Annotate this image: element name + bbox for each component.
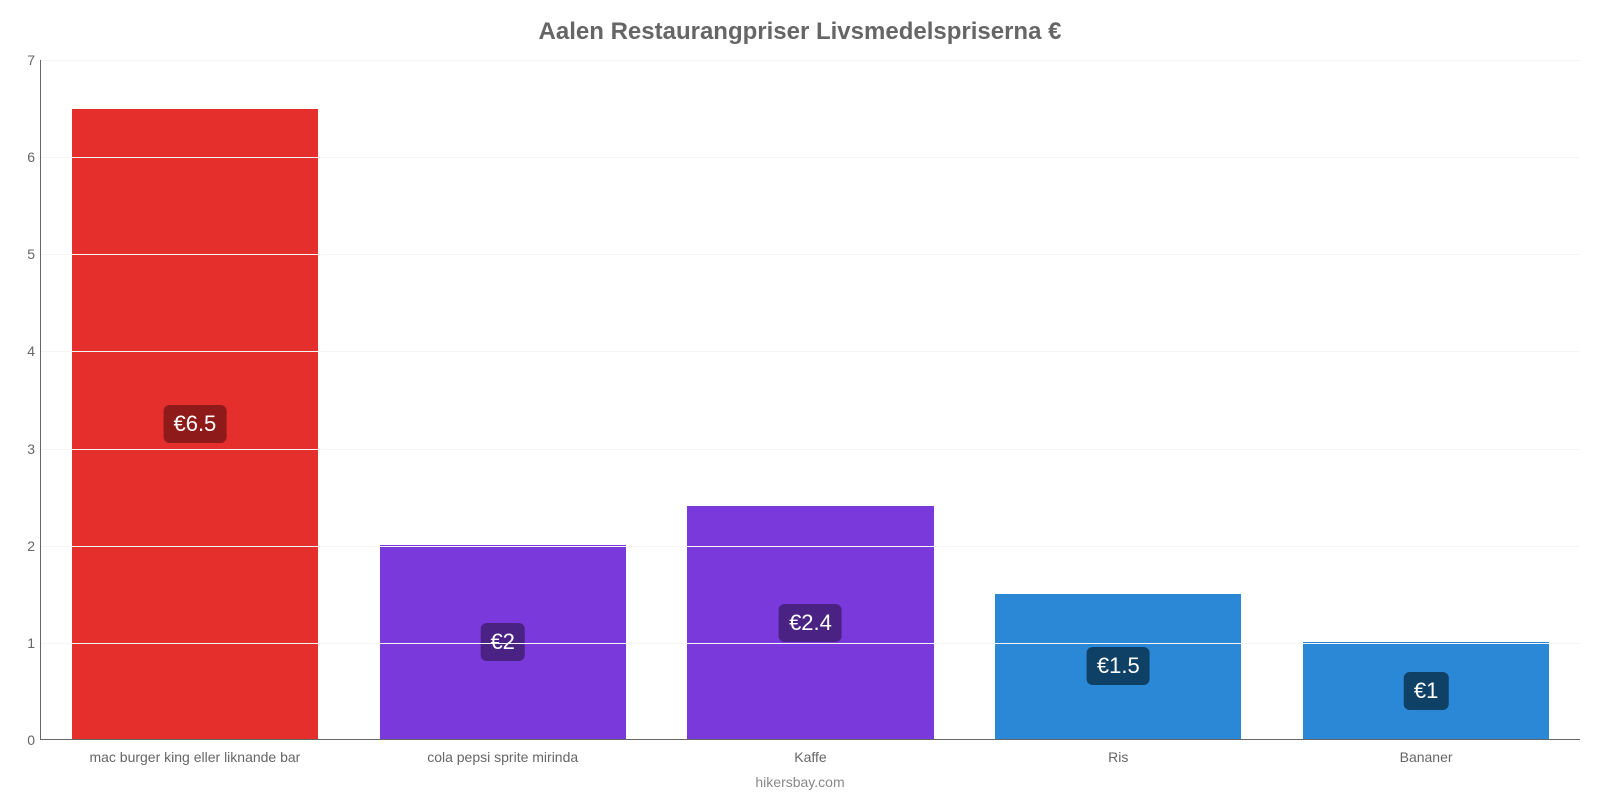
x-tick-label: Ris	[964, 749, 1272, 765]
price-bar-chart: Aalen Restaurangpriser Livsmedelsprisern…	[0, 0, 1600, 800]
y-tick-label: 2	[13, 538, 35, 554]
y-tick-label: 7	[13, 52, 35, 68]
y-tick-label: 6	[13, 149, 35, 165]
value-badge: €2.4	[779, 604, 842, 642]
y-tick-label: 1	[13, 635, 35, 651]
grid-line	[41, 60, 1580, 61]
grid-line	[41, 546, 1580, 547]
y-tick-label: 3	[13, 441, 35, 457]
x-tick-label: cola pepsi sprite mirinda	[349, 749, 657, 765]
bar-slot: €1Bananer	[1272, 60, 1580, 739]
plot-area: €6.5mac burger king eller liknande bar€2…	[40, 60, 1580, 740]
bar: €6.5	[72, 109, 318, 739]
bar: €2.4	[687, 506, 933, 739]
value-badge: €1	[1404, 672, 1448, 710]
x-tick-label: mac burger king eller liknande bar	[41, 749, 349, 765]
x-tick-label: Bananer	[1272, 749, 1580, 765]
bar-slot: €6.5mac burger king eller liknande bar	[41, 60, 349, 739]
grid-line	[41, 351, 1580, 352]
grid-line	[41, 643, 1580, 644]
grid-line	[41, 449, 1580, 450]
bar-slot: €1.5Ris	[964, 60, 1272, 739]
chart-title: Aalen Restaurangpriser Livsmedelsprisern…	[0, 18, 1600, 46]
bars-container: €6.5mac burger king eller liknande bar€2…	[41, 60, 1580, 739]
value-badge: €1.5	[1087, 647, 1150, 685]
x-tick-label: Kaffe	[657, 749, 965, 765]
bar: €1.5	[995, 594, 1241, 740]
y-tick-label: 4	[13, 343, 35, 359]
bar: €1	[1303, 642, 1549, 739]
grid-line	[41, 157, 1580, 158]
y-tick-label: 0	[13, 732, 35, 748]
bar-slot: €2.4Kaffe	[657, 60, 965, 739]
value-badge: €6.5	[163, 405, 226, 443]
y-tick-label: 5	[13, 246, 35, 262]
bar-slot: €2cola pepsi sprite mirinda	[349, 60, 657, 739]
chart-footer: hikersbay.com	[0, 774, 1600, 790]
grid-line	[41, 254, 1580, 255]
